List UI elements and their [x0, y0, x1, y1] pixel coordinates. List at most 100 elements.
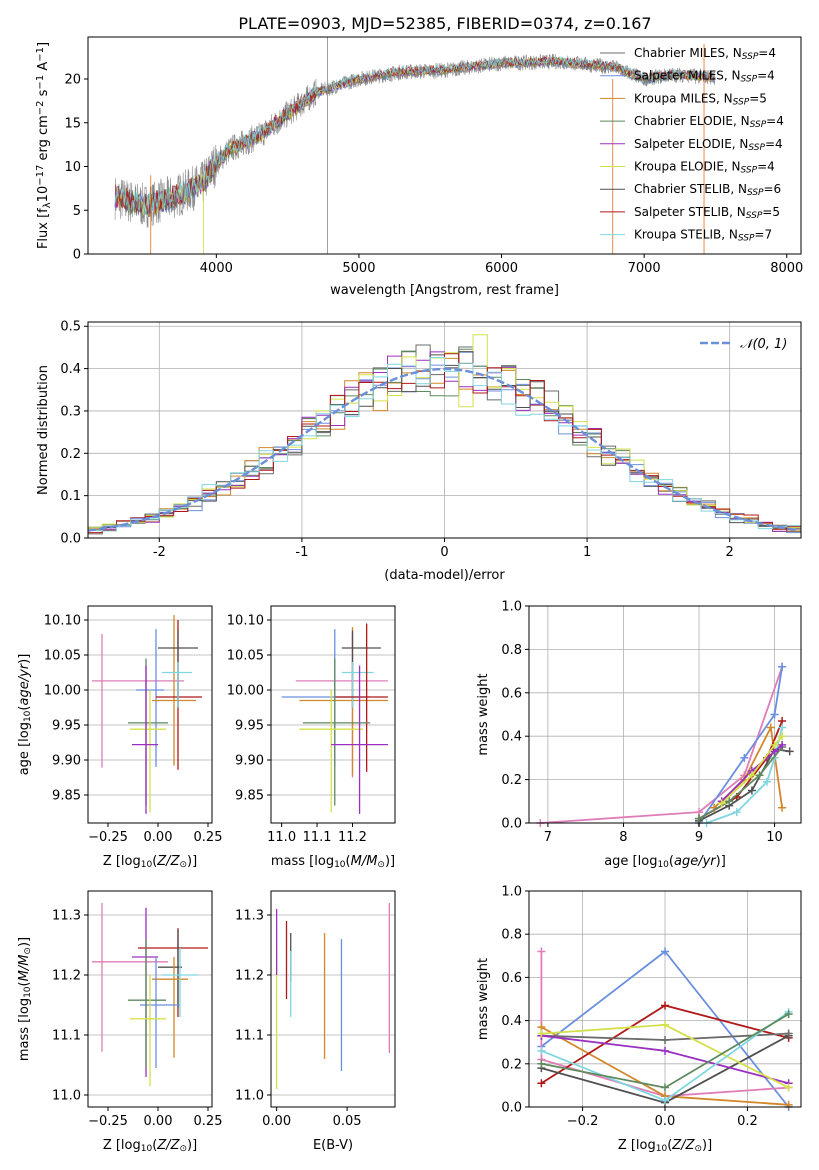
x-axis-label: wavelength [Angstrom, rest frame]	[330, 283, 559, 298]
y-axis-label: mass weight	[476, 673, 491, 755]
x-tick-label: 0.00	[144, 1114, 173, 1129]
panel-weight-vs-Z: −0.2 0.0 0.2 0.0 0.2 0.4 0.6 0.8 1.0 Z [log10(Z/Z…	[476, 885, 802, 1154]
y-tick-label: 11.1	[235, 1029, 264, 1044]
weight-marker	[778, 662, 787, 671]
y-tick-label: 0.2	[501, 773, 522, 788]
weight-marker	[725, 797, 734, 806]
x-tick-label: 11.1	[303, 830, 332, 845]
y-tick-label: 9.85	[52, 789, 81, 804]
legend-label: Salpeter ELODIE, NSSP=4	[634, 137, 783, 153]
y-tick-label: 0.6	[501, 686, 522, 701]
legend-label: Chabrier MILES, NSSP=4	[634, 46, 776, 62]
y-tick-label: 0.4	[60, 362, 81, 377]
weight-marker	[747, 771, 756, 780]
weight-line	[698, 746, 783, 820]
figure-title: PLATE=0903, MJD=52385, FIBERID=0374, z=0…	[238, 14, 651, 33]
legend-label: Salpeter STELIB, NSSP=5	[634, 205, 780, 221]
y-tick-label: 0.8	[501, 643, 522, 658]
x-tick-label: 0.05	[333, 1114, 362, 1129]
y-tick-label: 0	[73, 248, 81, 263]
x-tick-label: 6000	[485, 261, 518, 276]
x-tick-label: 0.0	[655, 1114, 676, 1129]
y-tick-label: 11.2	[52, 969, 81, 984]
y-tick-label: 10.00	[227, 684, 264, 699]
y-tick-label: 0.1	[60, 489, 81, 504]
y-tick-label: 10.05	[44, 649, 81, 664]
y-axis-label: mass [log10(M/M⊙)]	[17, 937, 33, 1061]
panel-age-vs-mass: 11.0 11.1 11.2 9.85 9.90 9.95 10.00 10.05 10.10 m…	[227, 605, 396, 870]
x-tick-label: 11.2	[338, 830, 367, 845]
y-tick-label: 0.0	[501, 1101, 522, 1116]
weight-marker	[763, 777, 771, 786]
y-tick-label: 0.4	[501, 1014, 522, 1029]
y-tick-label: 0.2	[60, 447, 81, 462]
legend-label: 𝒩(0, 1)	[740, 337, 787, 352]
y-tick-label: 0.4	[501, 730, 522, 745]
weight-marker	[695, 814, 703, 823]
y-tick-label: 11.0	[52, 1089, 81, 1104]
x-tick-label: 8000	[770, 261, 803, 276]
legend-label: Chabrier STELIB, NSSP=6	[634, 182, 781, 198]
axes-frame	[270, 605, 396, 824]
y-tick-label: 9.85	[235, 789, 264, 804]
panel-weight-vs-age: 7 8 9 10 0.0 0.2 0.4 0.6 0.8 1.0 age [log10(age/yr…	[476, 600, 802, 870]
y-axis-label: age [log10(age/yr)]	[17, 654, 33, 776]
x-tick-label: 0.2	[737, 1114, 758, 1129]
x-tick-label: 0.25	[194, 1114, 223, 1129]
legend-label: Kroupa MILES, NSSP=5	[634, 91, 767, 107]
weight-marker	[661, 1083, 669, 1092]
panel-age-vs-Z: −0.25 0.00 0.25 9.85 9.90 9.95 10.00 10.05 10.10…	[17, 605, 223, 870]
y-tick-label: 15	[64, 116, 81, 131]
x-axis-label: mass [log10(M/M⊙)]	[271, 854, 395, 870]
panel-mass-vs-EBV: 0.00 0.05 11.0 11.1 11.2 11.3 E(B-V)	[235, 890, 396, 1153]
weight-marker	[661, 1036, 669, 1045]
x-tick-label: 0	[440, 545, 448, 560]
x-tick-label: 0.25	[194, 830, 223, 845]
weight-marker	[661, 1046, 669, 1055]
y-tick-label: 0.6	[501, 971, 522, 986]
weight-marker	[778, 732, 787, 741]
weight-marker	[661, 1001, 669, 1010]
x-tick-label: 0.00	[144, 830, 173, 845]
y-tick-label: 0.3	[60, 404, 81, 419]
x-tick-label: -1	[295, 545, 308, 560]
weight-marker	[784, 1083, 793, 1092]
y-tick-label: 10	[64, 160, 81, 175]
panel-residuals: -2 -1 0 1 2 0.0 0.1 0.2 0.3 0.4 0.5 (data-model)/er…	[36, 320, 802, 583]
weight-marker	[661, 947, 669, 956]
y-tick-label: 9.95	[235, 719, 264, 734]
legend-label: Chabrier ELODIE, NSSP=4	[634, 114, 784, 130]
x-axis-label: Z [log10(Z/Z⊙)]	[618, 1138, 712, 1154]
y-tick-label: 5	[73, 204, 81, 219]
x-tick-label: 0.00	[262, 1114, 291, 1129]
y-tick-label: 11.3	[235, 909, 264, 924]
weight-line	[540, 666, 783, 824]
weight-marker	[784, 1100, 793, 1109]
legend-label: Salpeter MILES, NSSP=4	[634, 69, 775, 85]
weight-marker	[661, 1096, 669, 1105]
y-tick-label: 9.90	[235, 754, 264, 769]
x-tick-label: 10	[766, 830, 783, 845]
model-spectrum	[114, 57, 716, 218]
weight-marker	[770, 740, 779, 749]
x-axis-label: Z [log10(Z/Z⊙)]	[103, 854, 197, 870]
axes-frame	[87, 605, 213, 824]
weight-marker	[778, 723, 787, 732]
x-tick-label: -2	[153, 545, 166, 560]
panel-mass-vs-Z: −0.25 0.00 0.25 11.0 11.1 11.2 11.3 Z [log10(Z/…	[17, 890, 223, 1154]
weight-marker	[537, 1029, 546, 1038]
y-axis-label: Normed distribution	[36, 365, 51, 495]
y-tick-label: 10.10	[227, 614, 264, 629]
weight-marker	[537, 1079, 546, 1088]
weight-marker	[770, 710, 779, 719]
weight-line	[721, 735, 783, 805]
y-tick-label: 9.95	[52, 719, 81, 734]
weight-marker	[661, 1020, 669, 1029]
x-axis-label: Z [log10(Z/Z⊙)]	[103, 1138, 197, 1154]
y-tick-label: 1.0	[501, 885, 522, 900]
x-tick-label: 9	[695, 830, 703, 845]
weight-marker	[766, 723, 775, 732]
y-tick-label: 0.2	[501, 1057, 522, 1072]
legend-label: Kroupa STELIB, NSSP=7	[634, 228, 772, 244]
